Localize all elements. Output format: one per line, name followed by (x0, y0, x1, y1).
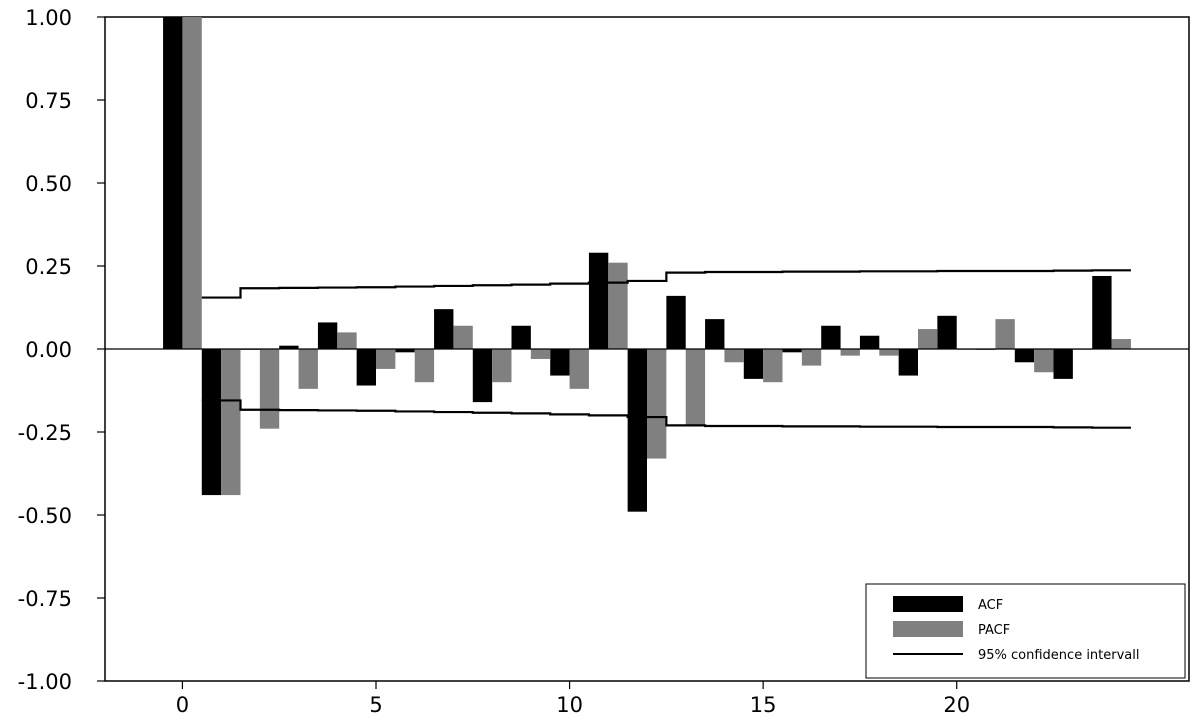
pacf-bar-lag-21 (995, 319, 1015, 349)
x-tick-label: 20 (943, 693, 970, 717)
ci-lower-line (201, 399, 1131, 429)
y-axis: 1.00 0.75 0.50 0.25 0.00 -0.25 -0.50 -0.75 -1.00 (18, 6, 105, 694)
acf-bar-lag-5 (356, 349, 376, 386)
acf-bar-lag-3 (279, 345, 299, 349)
acf-bar-lag-16 (782, 349, 802, 353)
acf-bar-lag-1 (201, 349, 222, 496)
acf-bar-lag-6 (395, 349, 415, 353)
acf-bar-lag-0 (163, 17, 183, 349)
x-tick-label: 0 (176, 693, 189, 717)
pacf-bar-lag-0 (182, 17, 202, 349)
y-tick-label: 0.25 (25, 255, 72, 279)
pacf-bar-lag-12 (647, 349, 667, 459)
acf-bar-lag-12 (627, 349, 647, 512)
acf-bar-lag-23 (1053, 349, 1073, 379)
acf-bar-lag-4 (317, 322, 338, 349)
pacf-bar-lag-9 (530, 349, 551, 359)
pacf-bar-lag-15 (763, 349, 783, 383)
pacf-bar-lag-14 (724, 349, 744, 363)
bars-layer (163, 17, 1131, 512)
x-axis: 0 5 10 15 20 (176, 681, 970, 717)
legend-swatch-pacf (893, 621, 963, 637)
acf-bar-lag-8 (472, 349, 493, 403)
acf-bar-lag-15 (743, 349, 764, 379)
legend-label-ci: 95% confidence intervall (978, 648, 1140, 663)
x-tick-label: 5 (369, 693, 382, 717)
ci-upper-line (201, 269, 1131, 299)
legend-label-pacf: PACF (978, 623, 1010, 638)
acf-bar-lag-14 (705, 319, 725, 349)
acf-bar-lag-18 (859, 335, 880, 349)
acf-bar-lag-11 (588, 252, 609, 349)
pacf-bar-lag-5 (376, 349, 396, 369)
legend: ACF PACF 95% confidence intervall (865, 583, 1186, 679)
x-tick-label: 15 (750, 693, 777, 717)
acf-bar-lag-19 (898, 349, 918, 376)
y-tick-label: -0.75 (18, 587, 72, 611)
pacf-bar-lag-8 (492, 349, 512, 383)
legend-label-acf: ACF (978, 598, 1003, 613)
series-pacf (182, 17, 1131, 496)
pacf-bar-lag-16 (801, 349, 822, 366)
pacf-bar-lag-19 (918, 329, 938, 349)
acf-bar-lag-22 (1014, 349, 1035, 363)
acf-bar-lag-20 (937, 315, 957, 349)
x-tick-label: 10 (556, 693, 583, 717)
pacf-bar-lag-22 (1034, 349, 1054, 373)
y-tick-label: -0.25 (18, 421, 72, 445)
pacf-bar-lag-13 (685, 349, 706, 426)
pacf-bar-lag-17 (840, 349, 860, 356)
y-tick-label: 0.50 (25, 172, 72, 196)
acf-bar-lag-13 (666, 295, 686, 349)
legend-swatch-acf (893, 596, 963, 612)
y-tick-label: 0.00 (25, 338, 72, 362)
pacf-bar-lag-2 (259, 349, 280, 429)
y-tick-label: 0.75 (25, 89, 72, 113)
confidence-interval-layer (201, 269, 1131, 429)
y-tick-label: -1.00 (18, 670, 72, 694)
y-tick-label: -0.50 (18, 504, 72, 528)
acf-bar-lag-9 (511, 325, 531, 349)
acf-bar-lag-17 (821, 325, 841, 349)
acf-bar-lag-24 (1092, 275, 1112, 349)
pacf-bar-lag-3 (298, 349, 318, 389)
y-tick-label: 1.00 (25, 6, 72, 30)
pacf-bar-lag-1 (221, 349, 241, 496)
series-acf (163, 17, 1112, 512)
acf-bar-lag-7 (434, 309, 454, 349)
pacf-bar-lag-11 (608, 262, 628, 349)
pacf-bar-lag-10 (569, 349, 589, 389)
pacf-bar-lag-24 (1111, 339, 1131, 349)
pacf-bar-lag-6 (414, 349, 435, 383)
acf-bar-lag-10 (550, 349, 570, 376)
pacf-bar-lag-18 (879, 349, 899, 356)
pacf-bar-lag-4 (337, 332, 357, 349)
pacf-bar-lag-7 (453, 325, 473, 349)
